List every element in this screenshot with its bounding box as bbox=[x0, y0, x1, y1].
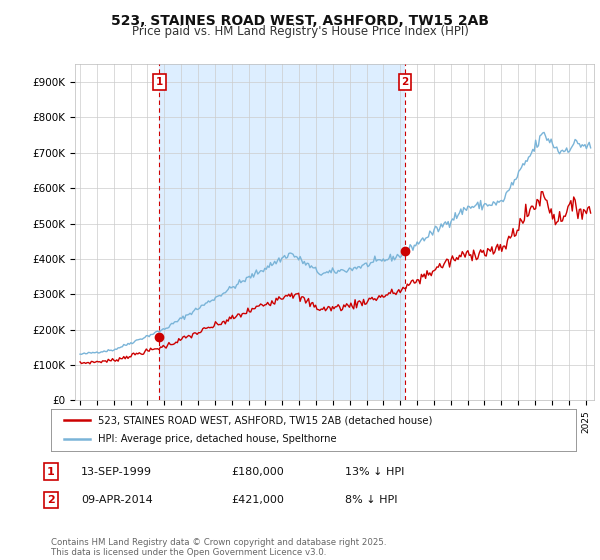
Text: 13-SEP-1999: 13-SEP-1999 bbox=[81, 466, 152, 477]
Text: 523, STAINES ROAD WEST, ASHFORD, TW15 2AB: 523, STAINES ROAD WEST, ASHFORD, TW15 2A… bbox=[111, 14, 489, 28]
Bar bbox=[160, 64, 405, 400]
Text: 2: 2 bbox=[47, 495, 55, 505]
Text: £180,000: £180,000 bbox=[231, 466, 284, 477]
Text: 1: 1 bbox=[156, 77, 163, 87]
Text: Contains HM Land Registry data © Crown copyright and database right 2025.
This d: Contains HM Land Registry data © Crown c… bbox=[51, 538, 386, 557]
Text: 13% ↓ HPI: 13% ↓ HPI bbox=[345, 466, 404, 477]
Text: 523, STAINES ROAD WEST, ASHFORD, TW15 2AB (detached house): 523, STAINES ROAD WEST, ASHFORD, TW15 2A… bbox=[98, 415, 433, 425]
Text: 2: 2 bbox=[401, 77, 409, 87]
Text: 8% ↓ HPI: 8% ↓ HPI bbox=[345, 495, 398, 505]
Text: 1: 1 bbox=[47, 466, 55, 477]
Text: 09-APR-2014: 09-APR-2014 bbox=[81, 495, 153, 505]
Text: £421,000: £421,000 bbox=[231, 495, 284, 505]
Text: Price paid vs. HM Land Registry's House Price Index (HPI): Price paid vs. HM Land Registry's House … bbox=[131, 25, 469, 38]
Text: HPI: Average price, detached house, Spelthorne: HPI: Average price, detached house, Spel… bbox=[98, 435, 337, 445]
